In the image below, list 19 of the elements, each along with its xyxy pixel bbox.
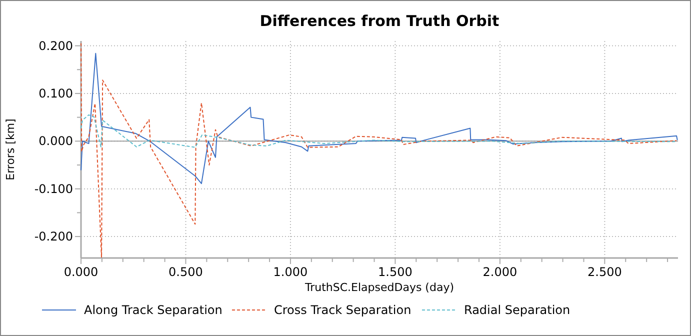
x-tick-label: 2.000: [482, 265, 518, 279]
y-tick-label: -0.200: [34, 230, 73, 244]
y-tick-label: 0.100: [38, 86, 73, 100]
x-tick-label: 1.500: [378, 265, 412, 279]
x-tick-label: 0.000: [64, 265, 98, 279]
y-axis-title: Errors [km]: [4, 118, 17, 180]
x-tick-label: 0.500: [168, 265, 203, 279]
chart-title: Differences from Truth Orbit: [260, 12, 500, 30]
line-series: [80, 52, 678, 184]
y-tick-label: -0.100: [34, 182, 73, 196]
legend-label: Radial Separation: [464, 303, 570, 317]
x-tick-label: 1.000: [273, 265, 308, 279]
y-tick-label: 0.000: [38, 134, 73, 148]
legend-label: Cross Track Separation: [274, 303, 412, 317]
x-tick-label: 2.500: [588, 265, 622, 279]
x-axis-title: TruthSC.ElapsedDays (day): [304, 281, 454, 294]
legend-label: Along Track Separation: [84, 303, 222, 317]
line-series: [80, 114, 678, 148]
y-tick-label: 0.200: [38, 38, 73, 53]
